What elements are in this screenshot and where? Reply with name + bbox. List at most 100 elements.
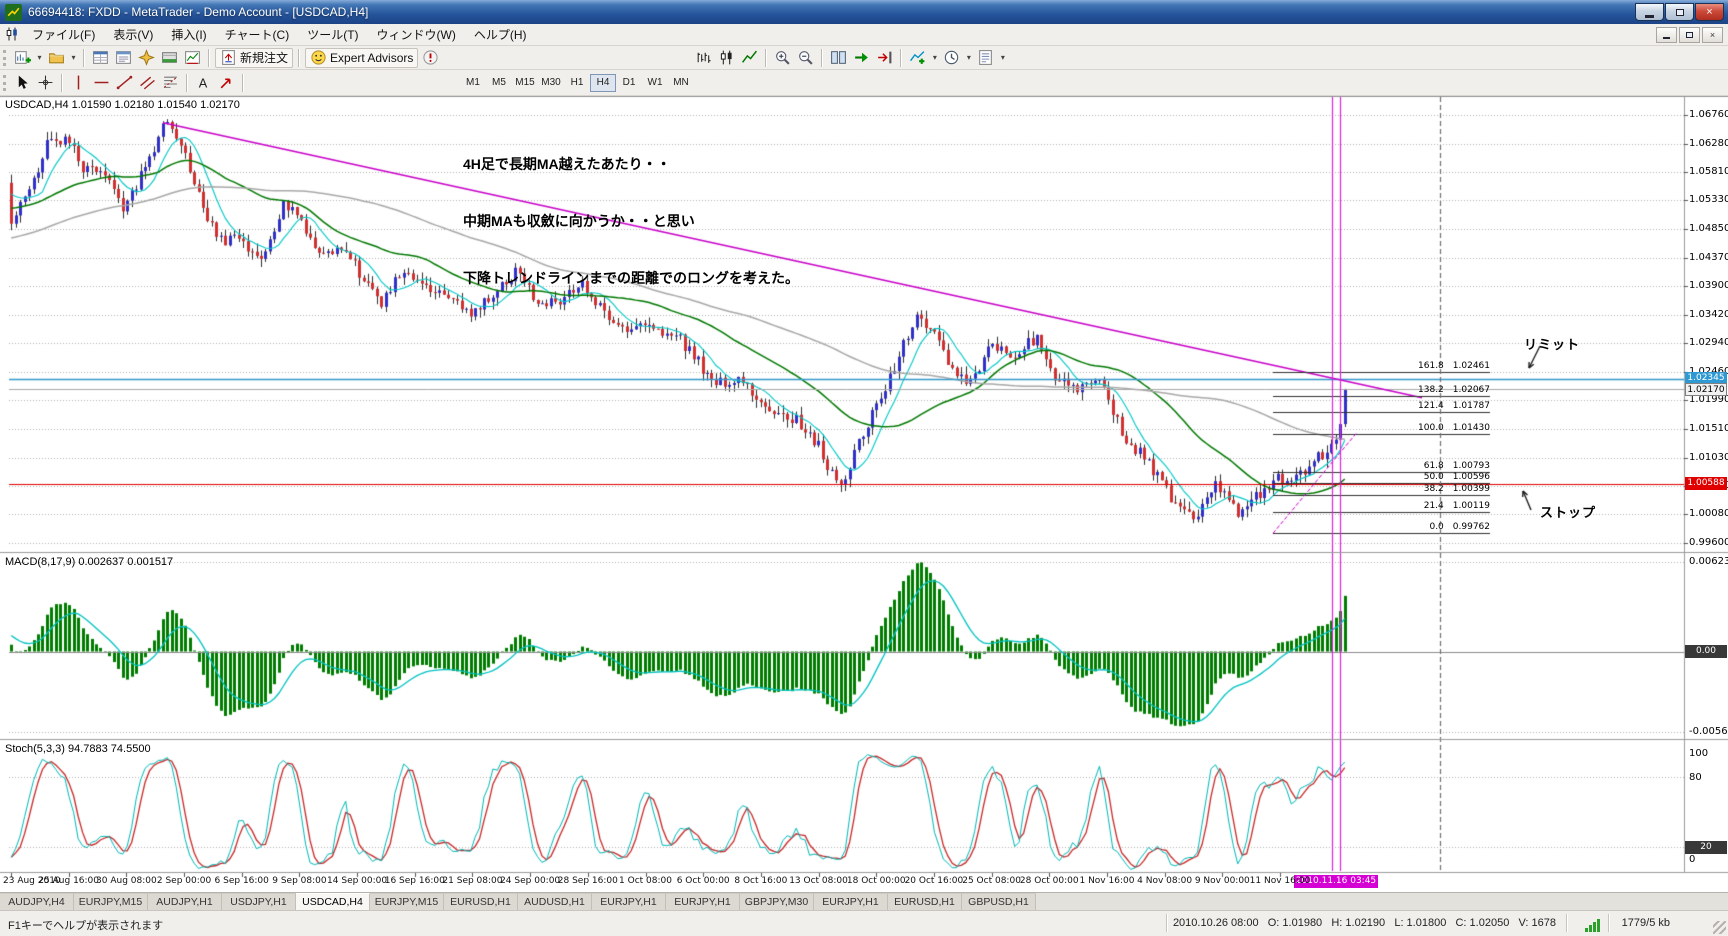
menu-item-1[interactable]: ファイル(F)	[32, 28, 96, 42]
timeframe-button-H4[interactable]: H4	[590, 73, 616, 92]
toolbar-button-zoom-out[interactable]	[794, 48, 817, 68]
toolbar-button-new-order[interactable]: 新規注文	[215, 47, 294, 68]
menu-item-5[interactable]: ツール(T)	[307, 28, 359, 42]
chart-tab-AUDUSD-H1-7[interactable]: AUDUSD,H1	[518, 893, 592, 910]
toolbar-button-trendline[interactable]	[113, 73, 136, 93]
menu-bar: ファイル(F) 表示(V) 挿入(I) チャート(C) ツール(T) ウィンドウ(W) ヘル…	[0, 24, 1728, 46]
toolbar-dropdown-new-chart[interactable]: ▾	[37, 53, 42, 62]
toolbar-button-new-chart[interactable]	[11, 48, 34, 68]
toolbar-button-arrows[interactable]	[215, 73, 238, 93]
toolbar-button-alert[interactable]	[419, 48, 442, 68]
time-axis-label: 28 Oct 00:00	[1019, 876, 1079, 886]
chart-tab-EURJPY-M15-1[interactable]: EURJPY,M15	[74, 893, 148, 910]
toolbar-button-text[interactable]: A	[192, 73, 215, 93]
status-traffic-text: 1779/5 kb	[1621, 917, 1670, 929]
toolbar-button-data-window[interactable]	[112, 48, 135, 68]
time-axis-label: 25 Oct 08:00	[962, 876, 1021, 886]
toolbar-button-indicators[interactable]	[906, 48, 929, 68]
chart-tab-AUDJPY-H4-0[interactable]: AUDJPY,H4	[0, 893, 74, 910]
toolbar-button-terminal[interactable]	[158, 48, 181, 68]
chart-window-icon	[4, 26, 21, 43]
chart-tab-EURJPY-M15-5[interactable]: EURJPY,M15	[370, 893, 444, 910]
toolbar-button-fibonacci[interactable]	[159, 73, 182, 93]
toolbar-button-crosshair[interactable]	[34, 73, 57, 93]
toolbar-button-market-watch[interactable]	[89, 48, 112, 68]
chart-tab-EURUSD-H1-12[interactable]: EURUSD,H1	[888, 893, 962, 910]
toolbar-button-profiles[interactable]	[45, 48, 68, 68]
toolbar-button-candle-chart[interactable]	[715, 48, 738, 68]
minimize-button[interactable]	[1635, 3, 1664, 21]
toolbar-separator	[765, 48, 768, 67]
resize-grip[interactable]	[1713, 921, 1726, 934]
toolbar-button-cursor[interactable]	[11, 73, 34, 93]
chart-canvas[interactable]	[0, 96, 1728, 892]
toolbar-dropdown-periods[interactable]: ▾	[966, 53, 971, 62]
toolbar-grip[interactable]	[3, 49, 6, 66]
price-axis-label: 1.04370	[1689, 251, 1728, 263]
timeframe-button-M1[interactable]: M1	[466, 77, 480, 88]
title-bar[interactable]: 66694418: FXDD - MetaTrader - Demo Accou…	[0, 0, 1728, 24]
time-axis-label: 28 Sep 16:00	[557, 876, 618, 886]
toolbar-button-auto-scroll[interactable]	[850, 48, 873, 68]
toolbar-button-channel[interactable]	[136, 73, 159, 93]
toolbar-grip[interactable]	[3, 74, 6, 91]
menu-item-6[interactable]: ウィンドウ(W)	[376, 28, 456, 42]
toolbar-button-bar-chart[interactable]	[692, 48, 715, 68]
indicators-icon	[910, 51, 925, 64]
toolbar-button-tile-windows[interactable]	[827, 48, 850, 68]
menu-item-7[interactable]: ヘルプ(H)	[473, 28, 527, 42]
toolbar-dropdown-templates[interactable]: ▾	[1000, 53, 1005, 62]
chart-tab-EURJPY-H1-11[interactable]: EURJPY,H1	[814, 893, 888, 910]
timeframe-button-MN[interactable]: MN	[673, 77, 689, 88]
text-icon: A	[199, 75, 208, 90]
price-tag: 1.00588	[1685, 477, 1727, 491]
price-axis-label: 1.01990	[1689, 394, 1728, 406]
toolbar-button-chart-shift[interactable]	[873, 48, 896, 68]
toolbar-button-periods[interactable]	[940, 48, 963, 68]
toolbar-button-line-chart[interactable]	[738, 48, 761, 68]
menu-item-2[interactable]: 表示(V)	[113, 28, 154, 42]
price-axis-label: 1.03900	[1689, 279, 1728, 291]
timeframe-button-M15[interactable]: M15	[515, 77, 535, 88]
price-axis-label: 1.03420	[1689, 308, 1728, 320]
market-watch-icon	[93, 51, 108, 64]
candle-chart-icon	[721, 50, 732, 65]
close-button[interactable]: ×	[1695, 3, 1724, 21]
menu-item-4[interactable]: チャート(C)	[224, 28, 290, 42]
timeframe-button-M30[interactable]: M30	[541, 77, 561, 88]
toolbar-button-templates[interactable]	[974, 48, 997, 68]
toolbar-button-strategy-tester[interactable]	[181, 48, 204, 68]
toolbar-button-hline[interactable]	[90, 73, 113, 93]
toolbar-button-expert-advisors[interactable]: Expert Advisors	[305, 47, 419, 68]
fibo-level-label: 100.0 1.01430	[1418, 422, 1490, 433]
chart-tab-EURJPY-H1-9[interactable]: EURJPY,H1	[666, 893, 740, 910]
fibo-level-label: 121.4 1.01787	[1418, 401, 1490, 412]
toolbar-separator	[900, 48, 903, 67]
chart-tab-AUDJPY-H1-2[interactable]: AUDJPY,H1	[148, 893, 222, 910]
price-axis-label: 1.04850	[1689, 223, 1728, 235]
toolbar-button-navigator[interactable]	[135, 48, 158, 68]
chart-tab-USDCAD-H4-4[interactable]: USDCAD,H4	[296, 893, 370, 910]
chart-tab-EURUSD-H1-6[interactable]: EURUSD,H1	[444, 893, 518, 910]
restore-button[interactable]	[1665, 3, 1694, 21]
chart-tab-EURJPY-H1-8[interactable]: EURJPY,H1	[592, 893, 666, 910]
menu-item-3[interactable]: 挿入(I)	[171, 28, 207, 42]
stop-label: ストップ	[1540, 505, 1597, 520]
mdi-minimize-button[interactable]	[1656, 26, 1677, 43]
chart-tab-GBPUSD-H1-13[interactable]: GBPUSD,H1	[962, 893, 1036, 910]
mdi-restore-button[interactable]	[1679, 26, 1700, 43]
chart-tab-GBPJPY-M30-10[interactable]: GBPJPY,M30	[740, 893, 814, 910]
app-icon	[5, 3, 22, 21]
timeframe-button-H1[interactable]: H1	[570, 77, 584, 88]
tile-windows-icon	[831, 51, 847, 64]
toolbar-button-zoom-in[interactable]	[771, 48, 794, 68]
toolbar-dropdown-profiles[interactable]: ▾	[71, 53, 76, 62]
mdi-close-button[interactable]: ×	[1702, 26, 1723, 43]
timeframe-button-W1[interactable]: W1	[647, 77, 663, 88]
fibo-level-label: 50.0 1.00596	[1423, 472, 1490, 483]
toolbar-button-vline[interactable]	[67, 73, 90, 93]
timeframe-button-M5[interactable]: M5	[492, 77, 506, 88]
timeframe-button-D1[interactable]: D1	[622, 77, 636, 88]
toolbar-dropdown-indicators[interactable]: ▾	[932, 53, 937, 62]
chart-tab-USDJPY-H1-3[interactable]: USDJPY,H1	[222, 893, 296, 910]
